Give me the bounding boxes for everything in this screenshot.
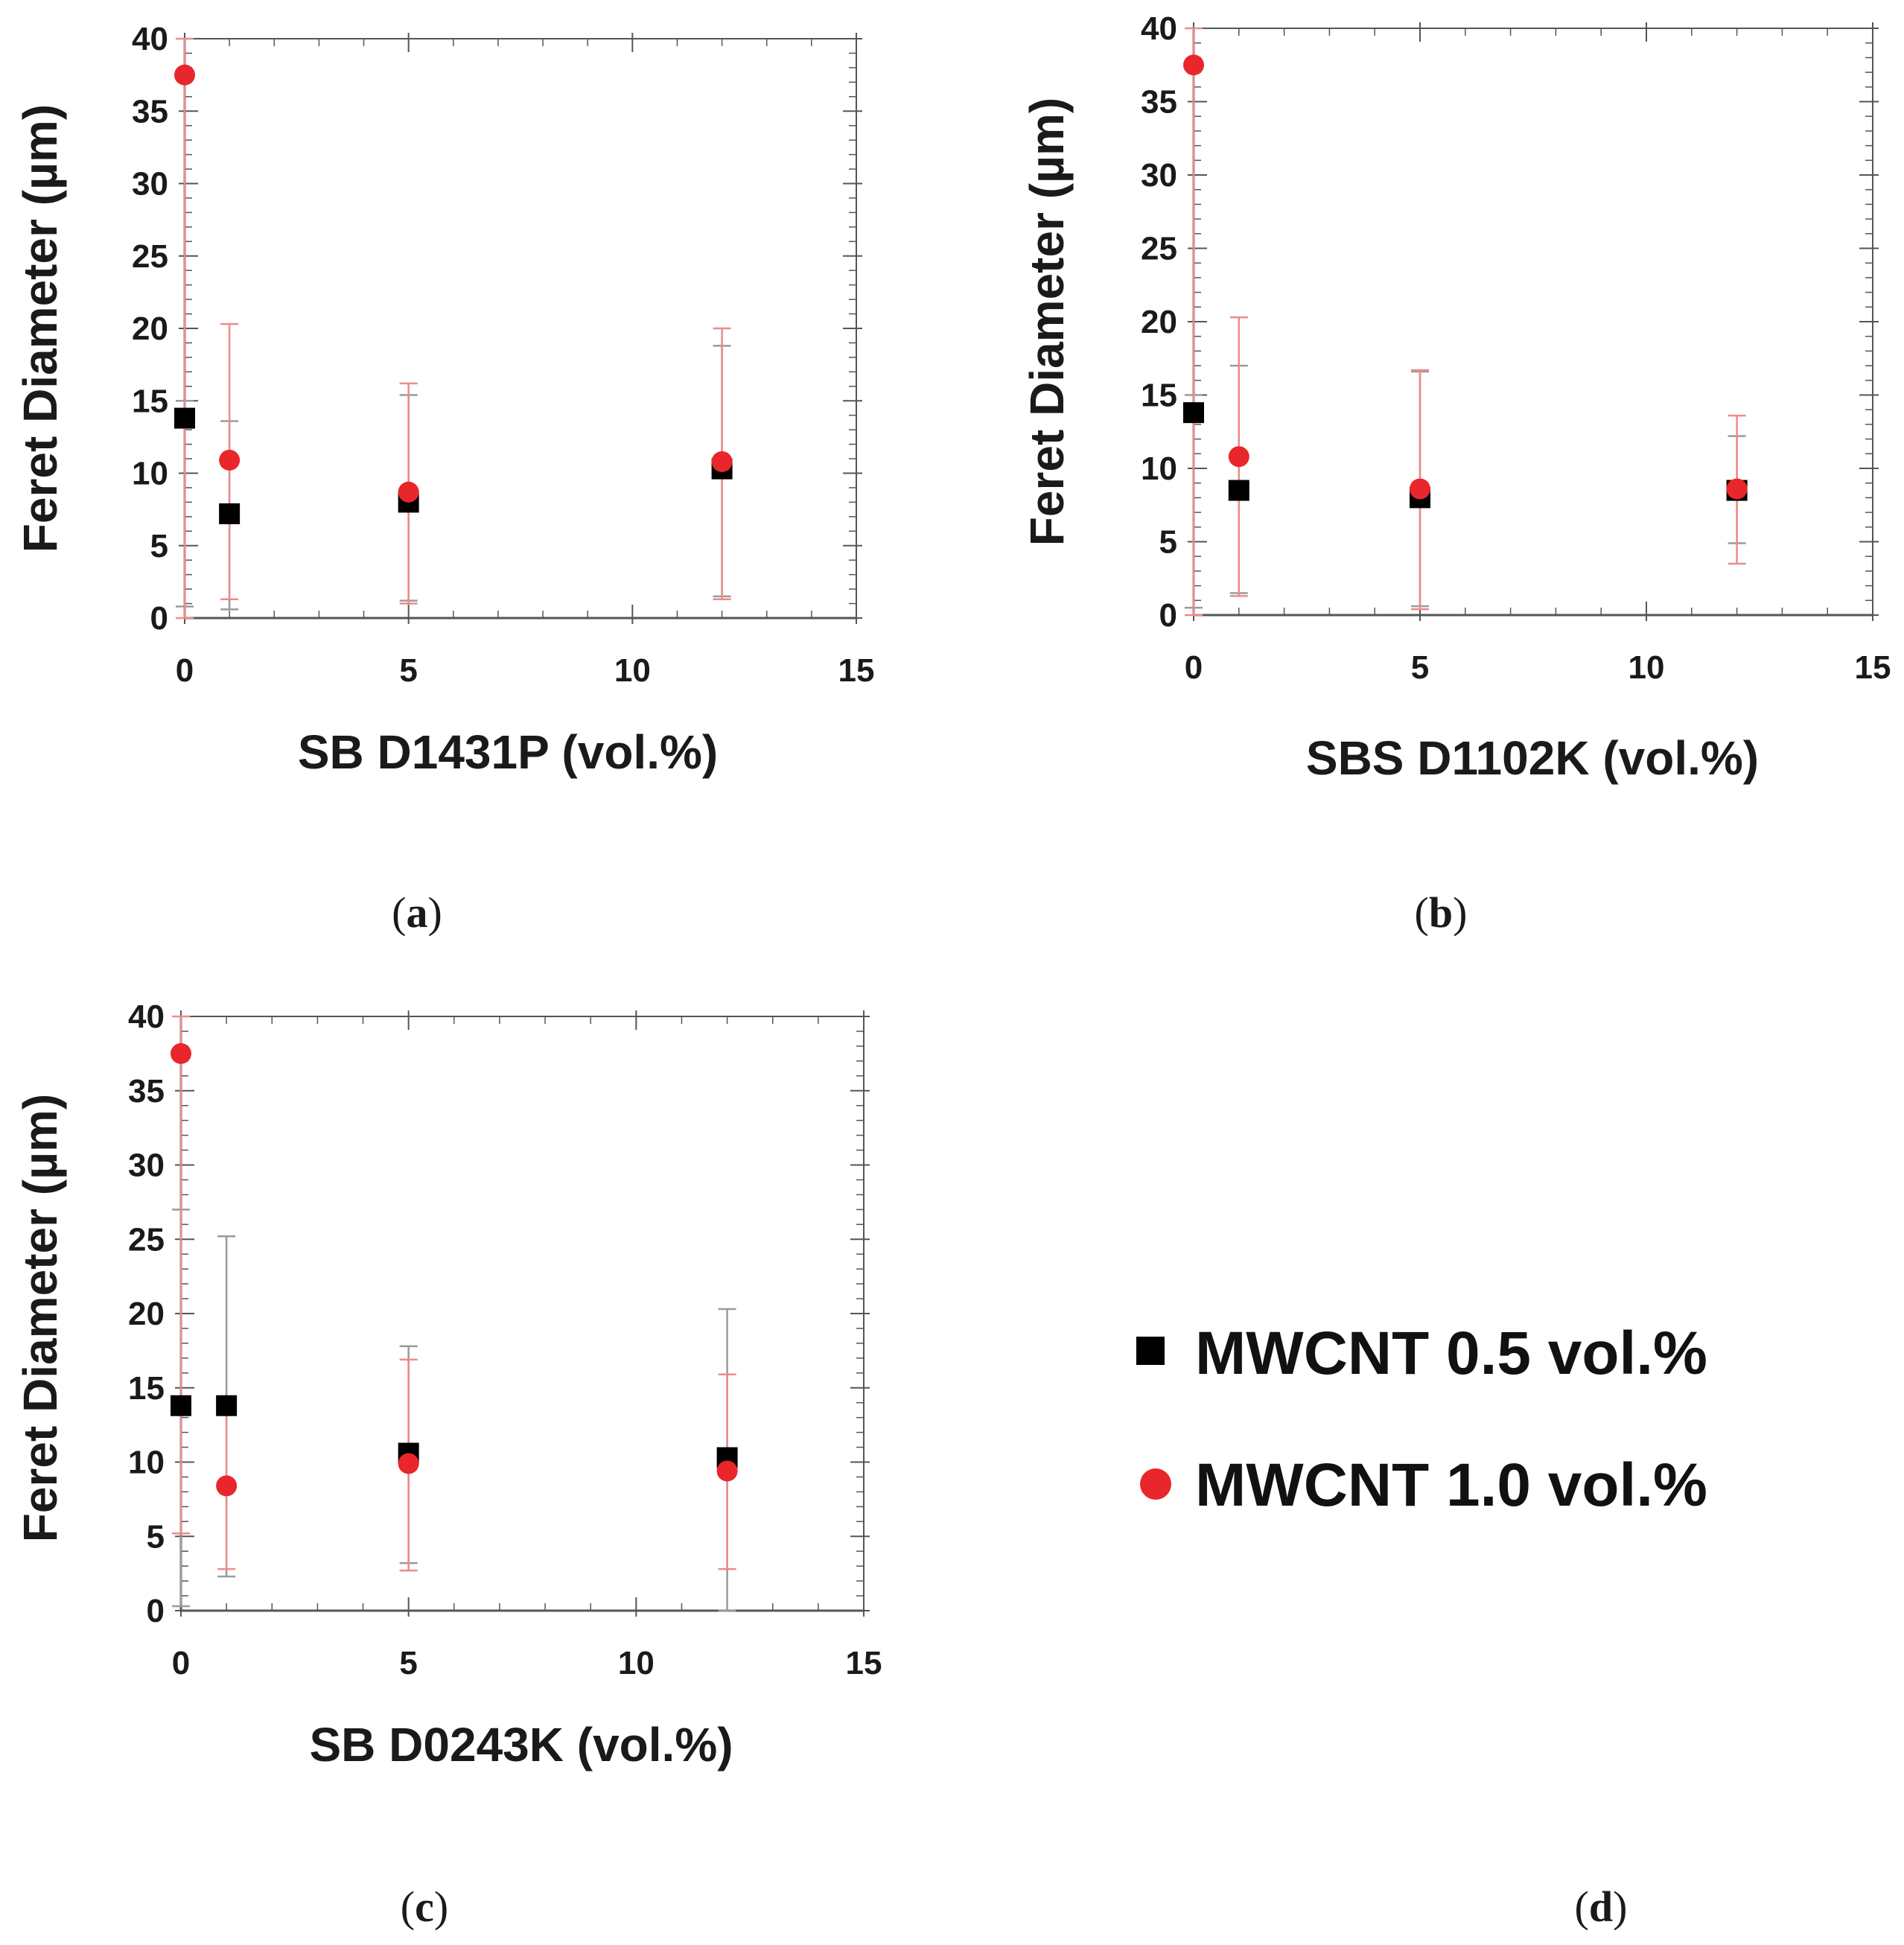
legend: MWCNT 0.5 vol.% MWCNT 1.0 vol.% (d): [1136, 1320, 1707, 1931]
x-tick-label: 15: [846, 1645, 882, 1681]
y-tick-label: 35: [128, 1073, 165, 1110]
data-point-circle: [1410, 478, 1430, 500]
x-tick-label: 15: [838, 652, 875, 689]
x-tick-label: 5: [1411, 649, 1429, 686]
x-axis-title-b: SBS D1102K (vol.%): [1306, 731, 1759, 785]
panel-letter-a: a: [407, 888, 428, 937]
plot-area-c: [175, 1010, 870, 1617]
y-tick-label: 15: [132, 383, 168, 419]
data-marks-c: [171, 1015, 738, 1612]
data-marks-a: [174, 37, 733, 620]
y-tick-label: 20: [128, 1296, 165, 1332]
data-point-circle: [716, 1460, 738, 1482]
y-tick-label: 35: [1141, 84, 1177, 121]
y-tick-label: 25: [128, 1221, 165, 1258]
legend-circle-marker: [1140, 1468, 1171, 1500]
data-point-square: [219, 503, 241, 524]
x-axis-title-a: SB D1431P (vol.%): [298, 725, 718, 779]
y-tick-label: 20: [1141, 304, 1177, 340]
y-tick-label: 30: [1141, 157, 1177, 194]
data-point-circle: [174, 64, 195, 86]
y-tick-label: 15: [128, 1370, 165, 1407]
data-point-circle: [711, 451, 733, 472]
y-tick-label: 15: [1141, 378, 1177, 414]
chart-panel-b: 0 5 10 15 20 25 30 35 40 0 5 10 15 SBS D1102K (vol.…: [1020, 10, 1891, 937]
y-axis-title-b: Feret Diameter (µm): [1020, 98, 1074, 546]
plot-area-a: [179, 33, 862, 624]
data-point-circle: [219, 449, 241, 471]
y-tick-label: 40: [132, 21, 168, 57]
y-tick-label: 30: [132, 166, 168, 203]
legend-label-series1: MWCNT 0.5 vol.%: [1195, 1320, 1707, 1387]
y-tick-label: 35: [132, 93, 168, 130]
y-tick-label: 0: [1159, 597, 1177, 634]
x-tick-label: 0: [1185, 649, 1203, 686]
data-point-circle: [1726, 478, 1748, 500]
x-tick-label: 15: [1855, 649, 1891, 686]
x-tick-label: 10: [618, 1645, 655, 1681]
y-tick-label: 30: [128, 1147, 165, 1184]
x-axis-title-c: SB D0243K (vol.%): [309, 1718, 733, 1771]
y-tick-label: 5: [147, 1518, 165, 1555]
y-tick-label: 0: [150, 600, 168, 637]
data-point-square: [1183, 402, 1204, 424]
y-tick-labels-c: 0 5 10 15 20 25 30 35 40: [128, 999, 165, 1629]
data-point-circle: [171, 1042, 191, 1064]
panel-label-d: (d): [1575, 1882, 1628, 1931]
y-tick-labels-a: 0 5 10 15 20 25 30 35 40: [132, 21, 168, 637]
y-tick-label: 25: [1141, 231, 1177, 267]
data-point-square: [171, 1395, 191, 1416]
plot-area-b: [1188, 22, 1879, 621]
y-axis-title-a: Feret Diameter (µm): [13, 104, 67, 553]
y-tick-label: 20: [132, 311, 168, 347]
panel-label-c: (c): [401, 1882, 448, 1931]
x-tick-label: 0: [172, 1645, 190, 1681]
x-tick-label: 10: [614, 652, 651, 689]
chart-panel-c: 0 5 10 15 20 25 30 35 40 0 5 10 15 SB D0243K (vol.%…: [13, 999, 882, 1931]
data-point-circle: [1228, 446, 1249, 468]
y-tick-labels-b: 0 5 10 15 20 25 30 35 40: [1141, 10, 1177, 634]
panel-letter-b: b: [1429, 888, 1453, 937]
y-tick-label: 10: [1141, 451, 1177, 487]
x-tick-labels-c: 0 5 10 15: [172, 1645, 882, 1681]
data-point-square: [1228, 480, 1249, 501]
x-tick-label: 10: [1628, 649, 1665, 686]
y-tick-label: 40: [1141, 10, 1177, 47]
panel-label-a: (a): [392, 888, 442, 937]
x-tick-labels-a: 0 5 10 15: [176, 652, 875, 689]
panel-label-b: (b): [1415, 888, 1468, 937]
y-tick-label: 25: [132, 238, 168, 275]
y-axis-title-c: Feret Diameter (µm): [13, 1094, 67, 1542]
data-point-circle: [216, 1475, 238, 1497]
chart-panel-a: 0 5 10 15 20 25 30 35 40 0 5 10 15 SB D1431P (vol.%…: [13, 21, 874, 937]
data-marks-b: [1183, 27, 1748, 617]
y-tick-label: 5: [1159, 524, 1177, 561]
y-tick-label: 10: [132, 456, 168, 492]
x-tick-labels-b: 0 5 10 15: [1185, 649, 1891, 686]
x-tick-label: 0: [176, 652, 194, 689]
y-tick-label: 0: [147, 1593, 165, 1629]
x-tick-label: 5: [399, 1645, 417, 1681]
data-point-square: [216, 1395, 238, 1416]
data-point-circle: [398, 481, 419, 503]
legend-square-marker: [1136, 1337, 1165, 1365]
x-tick-label: 5: [399, 652, 417, 689]
y-tick-label: 10: [128, 1445, 165, 1481]
y-tick-label: 5: [150, 528, 168, 564]
data-point-circle: [1183, 54, 1204, 76]
legend-label-series2: MWCNT 1.0 vol.%: [1195, 1451, 1707, 1519]
data-point-square: [174, 407, 195, 429]
y-tick-label: 40: [128, 999, 165, 1035]
panel-letter-d: d: [1589, 1882, 1613, 1931]
data-point-circle: [398, 1453, 419, 1474]
panel-letter-c: c: [415, 1882, 434, 1931]
